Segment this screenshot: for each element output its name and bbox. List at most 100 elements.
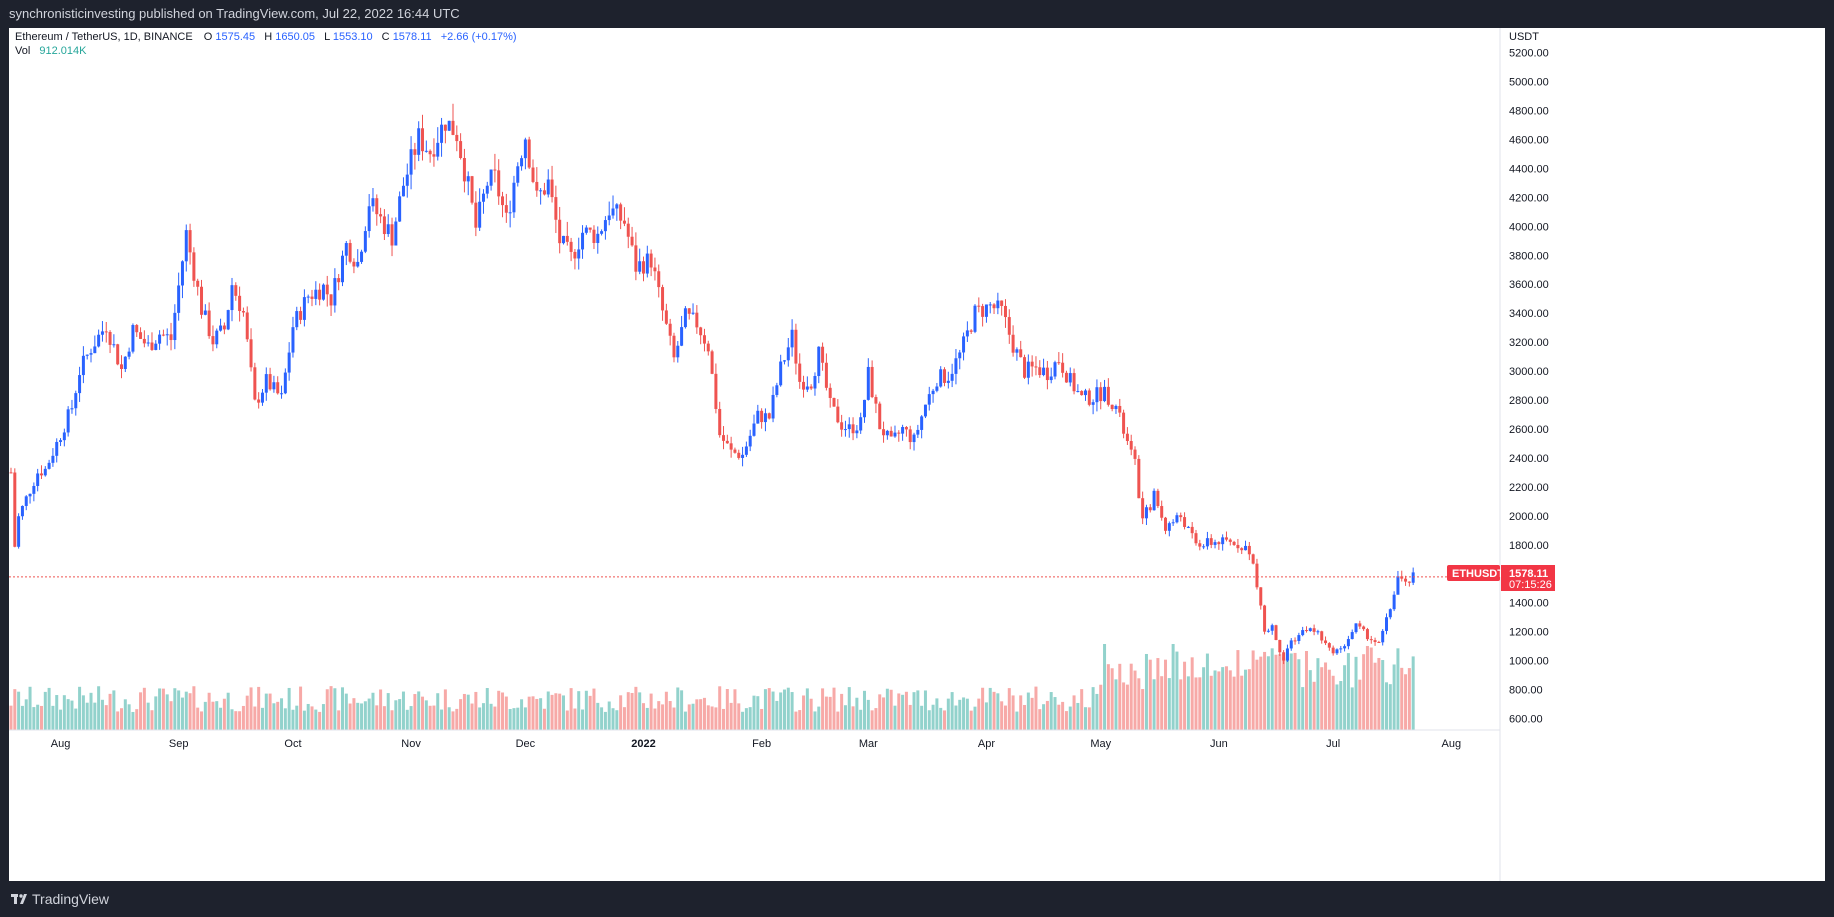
volume-bar: [1221, 667, 1225, 730]
candle-down: [104, 321, 108, 343]
volume-bar: [1118, 663, 1122, 730]
volume-bar: [314, 709, 318, 730]
price-tick-label: 1000.00: [1509, 656, 1549, 668]
candle-up: [779, 354, 783, 387]
candle-down: [1045, 360, 1049, 390]
volume-bar: [668, 701, 672, 730]
candle-up: [1411, 567, 1415, 586]
candle-up: [123, 356, 127, 373]
volume-bar: [554, 693, 558, 730]
volume-bar: [36, 704, 40, 730]
volume-bar: [1160, 676, 1164, 730]
candlestick-chart[interactable]: 600.00800.001000.001200.001400.001600.00…: [9, 28, 1825, 881]
volume-bar: [512, 708, 516, 730]
volume-bar: [855, 697, 859, 730]
volume-bar: [119, 708, 123, 730]
price-tag-value: 1578.11: [1509, 568, 1548, 580]
volume-bar: [344, 693, 348, 730]
volume-bar: [1042, 704, 1046, 730]
volume-bar: [459, 699, 463, 730]
volume-bar: [1209, 675, 1213, 730]
candle-up: [1103, 379, 1107, 403]
candle-up: [1388, 608, 1392, 620]
volume-bar: [432, 705, 436, 730]
symbol-tag: ETHUSDT: [1452, 568, 1504, 580]
volume-bar: [626, 692, 630, 730]
volume-bar: [1331, 675, 1335, 730]
volume-bar: [188, 693, 192, 730]
volume-bar: [13, 689, 17, 730]
candle-up: [973, 304, 977, 334]
candle-up: [356, 249, 360, 268]
candle-up: [817, 346, 821, 384]
candle-down: [1034, 356, 1038, 376]
candle-up: [546, 169, 550, 198]
volume-bar: [363, 701, 367, 730]
volume-bar: [276, 701, 280, 730]
candle-down: [1194, 529, 1198, 546]
candle-up: [763, 408, 767, 432]
brand-name[interactable]: TradingView: [32, 891, 110, 907]
candle-up: [813, 372, 817, 396]
volume-bar: [1255, 659, 1259, 730]
chart-frame[interactable]: 600.00800.001000.001200.001400.001600.00…: [9, 28, 1825, 881]
volume-bar: [238, 711, 242, 730]
volume-bar: [390, 710, 394, 730]
candle-down: [836, 399, 840, 424]
candle-up: [1186, 525, 1190, 529]
candle-down: [325, 275, 329, 307]
candle-down: [1365, 627, 1369, 641]
candle-down: [870, 360, 874, 399]
candle-up: [676, 341, 680, 363]
volume-bar: [62, 695, 66, 730]
candle-up: [409, 136, 413, 190]
candle-down: [1160, 500, 1164, 521]
volume-bar: [478, 707, 482, 730]
volume-bar: [504, 696, 508, 730]
candle-down: [1404, 575, 1408, 586]
candle-up: [539, 188, 543, 205]
candle-down: [234, 282, 238, 301]
price-axis[interactable]: 600.00800.001000.001200.001400.001600.00…: [1509, 48, 1549, 726]
tradingview-logo-icon[interactable]: [10, 890, 28, 908]
legend-change: +2.66 (+0.17%): [441, 31, 517, 43]
volume-bar: [584, 690, 588, 730]
candle-up: [291, 316, 295, 358]
candle-down: [1122, 409, 1126, 439]
volume-bar: [1335, 684, 1339, 730]
candle-up: [20, 505, 24, 520]
candle-down: [1179, 512, 1183, 522]
candle-down: [139, 327, 143, 340]
candle-down: [897, 430, 901, 442]
candle-down: [253, 362, 257, 401]
candle-down: [200, 279, 204, 319]
candle-up: [283, 368, 287, 395]
candle-up: [1083, 388, 1087, 401]
candle-down: [718, 401, 722, 438]
candle-down: [1129, 434, 1133, 456]
candle-down: [1217, 541, 1221, 550]
volume-bar: [840, 693, 844, 730]
volume-bar: [565, 710, 569, 730]
candle-down: [1007, 309, 1011, 344]
volume-bar: [1236, 650, 1240, 730]
candle-down: [337, 274, 341, 291]
volume-bar: [851, 706, 855, 730]
volume-bar: [897, 693, 901, 730]
candle-down: [558, 206, 562, 254]
price-tick-label: 3800.00: [1509, 250, 1549, 262]
candle-down: [824, 353, 828, 391]
legend-vol-value: 912.014K: [39, 45, 87, 57]
volume-bar: [203, 701, 207, 730]
candle-up: [1354, 623, 1358, 634]
candle-down: [1080, 390, 1084, 396]
time-axis[interactable]: Aug Sep Oct Nov Dec 2022 Feb Mar Apr May Jun Jul Aug: [51, 738, 1461, 750]
candle-down: [13, 468, 17, 548]
volume-bar: [954, 705, 958, 730]
candle-up: [1015, 347, 1019, 361]
volume-bar: [912, 692, 916, 730]
legend-high-value: 1650.05: [275, 31, 315, 43]
volume-bar: [1270, 648, 1274, 730]
candle-up: [847, 417, 851, 438]
candle-down: [1000, 300, 1004, 316]
